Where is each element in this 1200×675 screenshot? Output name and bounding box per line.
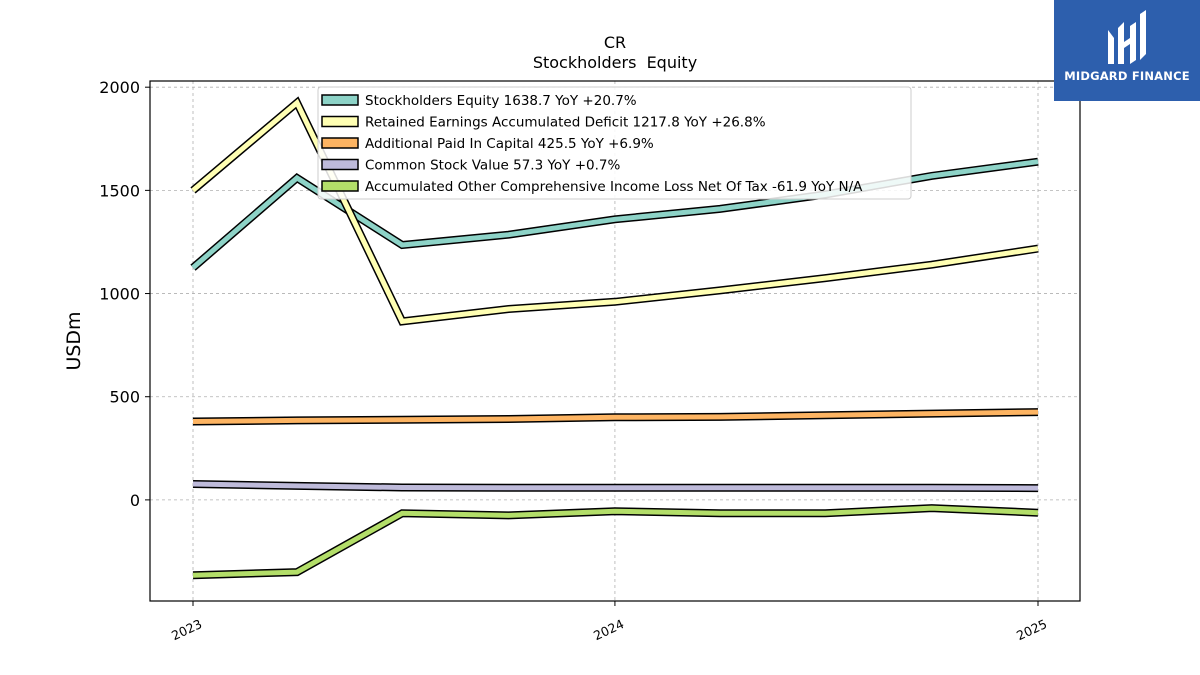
legend-swatch bbox=[321, 158, 359, 171]
brand-logo: MIDGARD FINANCE bbox=[1054, 0, 1200, 101]
legend-label: Retained Earnings Accumulated Deficit 12… bbox=[365, 115, 766, 131]
series-line bbox=[192, 481, 1039, 491]
y-axis-ticks: 0 500 1000 1500 2000 bbox=[99, 78, 150, 510]
y-tick-label: 1000 bbox=[99, 285, 140, 304]
logo-mark-icon bbox=[1108, 10, 1146, 64]
logo-text: MIDGARD FINANCE bbox=[1064, 69, 1190, 83]
legend-label: Stockholders Equity 1638.7 YoY +20.7% bbox=[365, 93, 637, 109]
x-tick-label: 2023 bbox=[169, 616, 204, 643]
chart-subtitle: Stockholders Equity bbox=[533, 53, 697, 72]
legend-swatch bbox=[321, 180, 359, 192]
y-tick-label: 2000 bbox=[99, 78, 140, 97]
legend-swatch bbox=[321, 94, 359, 106]
chart-title: CR bbox=[604, 33, 626, 52]
legend-swatch bbox=[321, 137, 359, 149]
x-tick-label: 2024 bbox=[591, 616, 626, 643]
y-tick-label: 500 bbox=[109, 388, 140, 407]
x-tick-label: 2025 bbox=[1014, 616, 1049, 643]
series-line bbox=[192, 409, 1039, 424]
legend-swatch bbox=[321, 115, 359, 128]
legend-label: Accumulated Other Comprehensive Income L… bbox=[365, 179, 863, 195]
legend: Stockholders Equity 1638.7 YoY +20.7% Ret… bbox=[317, 86, 912, 200]
series-line-outline bbox=[192, 504, 1039, 580]
legend-label: Common Stock Value 57.3 YoY +0.7% bbox=[365, 158, 620, 174]
y-tick-label: 0 bbox=[130, 491, 140, 510]
series-line bbox=[192, 505, 1039, 578]
legend-box bbox=[317, 86, 912, 200]
y-axis-label: USDm bbox=[63, 311, 85, 370]
y-tick-label: 1500 bbox=[99, 181, 140, 200]
x-axis-ticks: 2023 2024 2025 bbox=[169, 601, 1049, 643]
legend-label: Additional Paid In Capital 425.5 YoY +6.… bbox=[365, 136, 654, 152]
